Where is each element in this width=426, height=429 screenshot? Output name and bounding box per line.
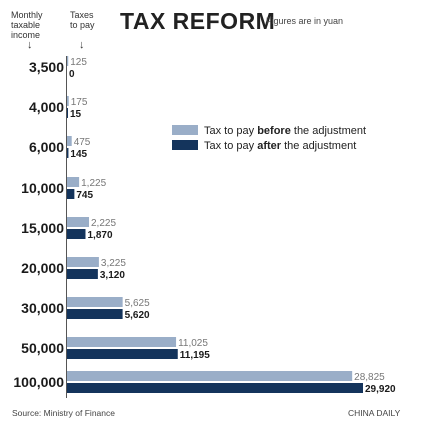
bar-after-label: 1,870	[88, 230, 113, 241]
legend-swatch-after	[172, 140, 198, 150]
legend-after-prefix: Tax to pay	[204, 140, 258, 152]
bar-before	[67, 297, 123, 307]
bar-before	[67, 136, 72, 146]
bar-after	[67, 309, 123, 319]
bar-before-label: 5,625	[125, 298, 150, 309]
category-label: 6,000	[29, 139, 64, 155]
down-arrow-icon: ↓	[79, 39, 85, 51]
bar-after-label: 15	[70, 109, 82, 120]
bar-before	[67, 337, 177, 347]
category-label: 3,500	[29, 59, 64, 75]
credit-note: CHINA DAILY	[348, 408, 401, 418]
legend-after-suffix: the adjustment	[281, 140, 357, 152]
bar-before	[67, 96, 69, 106]
bar-after-label: 11,195	[180, 350, 210, 361]
bar-after	[67, 383, 363, 393]
chart-title: TAX REFORM	[120, 8, 276, 34]
bar-before-label: 475	[74, 137, 91, 148]
taxes-column-header: Taxes to pay	[70, 10, 95, 30]
bar-before-label: 11,025	[178, 338, 208, 349]
legend-before-prefix: Tax to pay	[204, 125, 258, 137]
category-label: 20,000	[21, 260, 64, 276]
bar-after	[67, 108, 68, 118]
bar-before	[67, 217, 90, 227]
chart-subtitle: Figures are in yuan	[266, 16, 344, 26]
legend-swatch-before	[172, 125, 198, 135]
category-label: 100,000	[13, 374, 64, 390]
bar-after-label: 0	[69, 69, 75, 80]
bar-after	[67, 189, 75, 199]
bar-before	[67, 177, 80, 187]
bar-before-label: 28,825	[354, 372, 385, 383]
bar-before-label: 1,225	[81, 178, 106, 189]
bar-after-label: 29,920	[365, 384, 396, 395]
legend-after: Tax to pay after the adjustment	[172, 140, 356, 152]
legend-before-bold: before	[257, 125, 291, 137]
legend-after-bold: after	[257, 140, 282, 152]
income-column-header: Monthly taxable income	[11, 10, 43, 40]
bar-before	[67, 56, 69, 66]
bar-after	[67, 269, 98, 279]
bar-before-label: 125	[70, 57, 87, 68]
category-label: 30,000	[21, 300, 64, 316]
bar-after-label: 5,620	[125, 310, 150, 321]
bar-after-label: 745	[76, 190, 93, 201]
bar-before	[67, 257, 99, 267]
category-label: 50,000	[21, 340, 64, 356]
bar-before	[67, 371, 353, 381]
bar-before-label: 3,225	[101, 258, 126, 269]
bar-after	[67, 229, 86, 239]
legend-before: Tax to pay before the adjustment	[172, 125, 366, 137]
legend-before-suffix: the adjustment	[290, 125, 367, 137]
category-label: 15,000	[21, 220, 64, 236]
bar-after-label: 145	[70, 149, 87, 160]
source-note: Source: Ministry of Finance	[12, 408, 115, 418]
bar-before-label: 175	[71, 97, 88, 108]
bar-after-label: 3,120	[100, 270, 125, 281]
category-label: 4,000	[29, 99, 64, 115]
bar-before-label: 2,225	[91, 218, 116, 229]
down-arrow-icon: ↓	[27, 39, 33, 51]
bar-after	[67, 148, 69, 158]
bar-after	[67, 349, 178, 359]
category-label: 10,000	[21, 180, 64, 196]
